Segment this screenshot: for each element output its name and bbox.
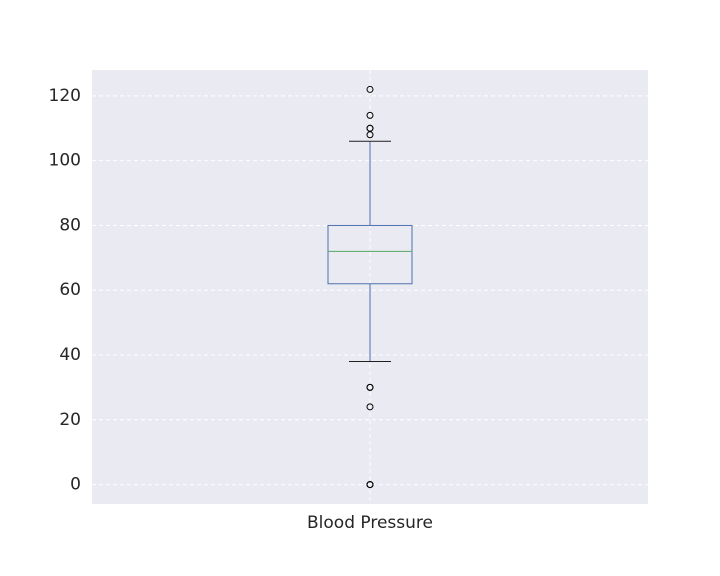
y-tick-label-0: 0 <box>70 475 81 495</box>
x-axis-ticks: Blood Pressure <box>307 513 433 533</box>
y-tick-label-80: 80 <box>59 215 81 235</box>
y-tick-label-100: 100 <box>49 151 81 171</box>
outlier-point-9 <box>366 111 374 119</box>
y-axis-ticks: 0 20 40 60 80 100 120 <box>49 86 81 495</box>
y-tick-label-60: 60 <box>59 280 81 300</box>
grid-lines <box>92 70 648 504</box>
y-tick-label-120: 120 <box>49 86 81 106</box>
x-tick-label-0: Blood Pressure <box>307 513 433 533</box>
outlier-point-2 <box>366 481 374 489</box>
box-group-0 <box>327 85 413 489</box>
boxes <box>327 85 413 489</box>
iqr-box <box>327 224 413 285</box>
y-tick-label-20: 20 <box>59 410 81 430</box>
outlier-point-3 <box>366 403 374 411</box>
outlier-point-5 <box>366 383 374 391</box>
outlier-point-8 <box>366 124 374 132</box>
outlier-point-10 <box>366 85 374 93</box>
y-tick-label-40: 40 <box>59 345 81 365</box>
